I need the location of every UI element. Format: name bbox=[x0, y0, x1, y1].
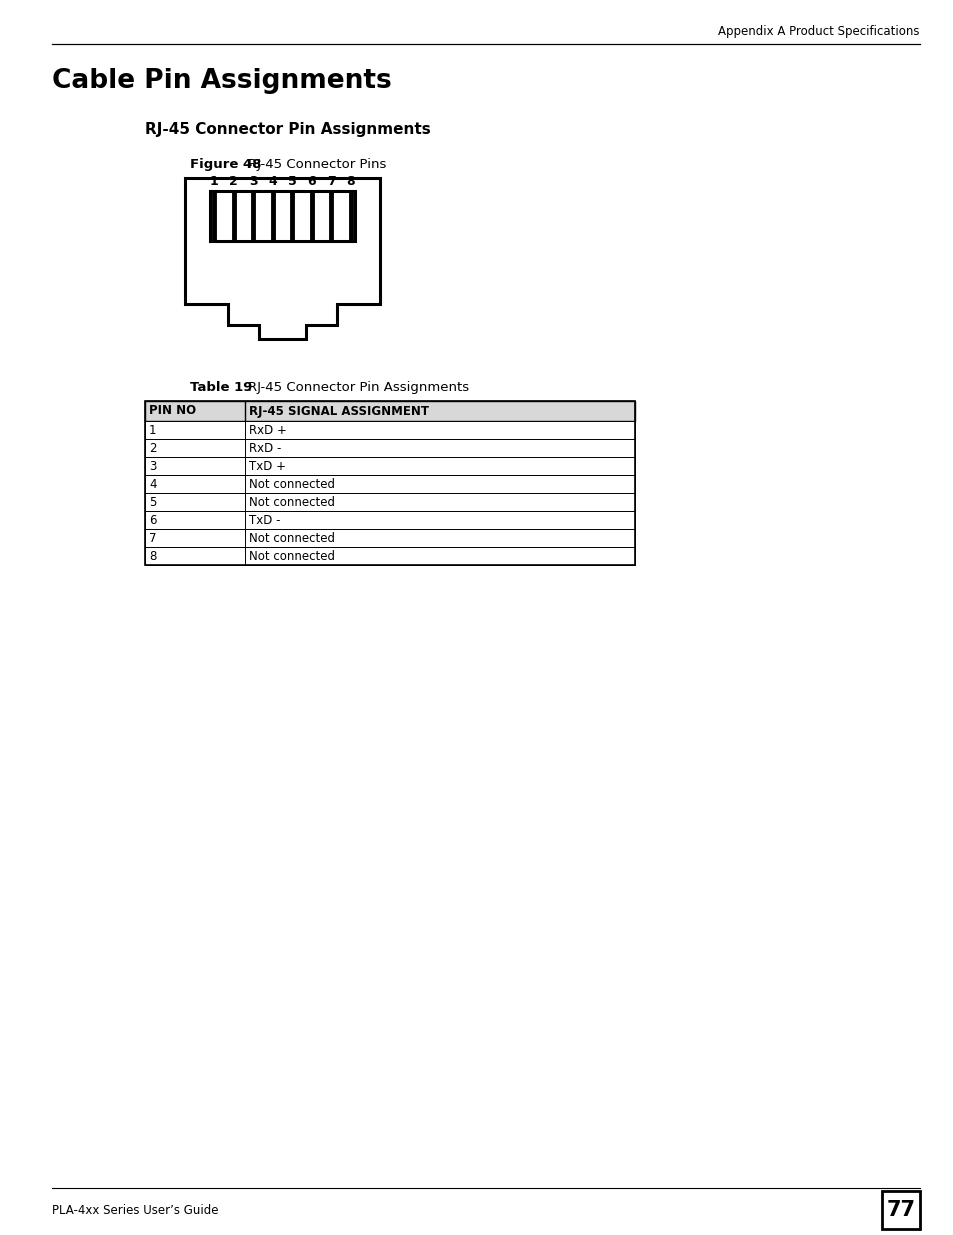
Text: Not connected: Not connected bbox=[249, 550, 335, 562]
Bar bbox=[145, 529, 635, 547]
Text: 7: 7 bbox=[327, 175, 335, 188]
Bar bbox=[145, 475, 635, 493]
Text: 3: 3 bbox=[149, 459, 156, 473]
Text: 5: 5 bbox=[149, 495, 156, 509]
Text: TxD +: TxD + bbox=[249, 459, 286, 473]
Bar bbox=[145, 401, 635, 564]
Bar bbox=[145, 493, 635, 511]
Text: Not connected: Not connected bbox=[249, 495, 335, 509]
Text: 5: 5 bbox=[288, 175, 296, 188]
Text: 3: 3 bbox=[249, 175, 257, 188]
Bar bbox=[145, 401, 635, 421]
Text: 2: 2 bbox=[149, 441, 156, 454]
Text: Figure 48: Figure 48 bbox=[190, 158, 261, 170]
Bar bbox=[145, 547, 635, 564]
Text: Cable Pin Assignments: Cable Pin Assignments bbox=[52, 68, 392, 94]
Text: RxD +: RxD + bbox=[249, 424, 287, 436]
Bar bbox=[145, 511, 635, 529]
Text: PIN NO: PIN NO bbox=[149, 405, 196, 417]
Text: Not connected: Not connected bbox=[249, 478, 335, 490]
Text: 1: 1 bbox=[149, 424, 156, 436]
Text: PLA-4xx Series User’s Guide: PLA-4xx Series User’s Guide bbox=[52, 1203, 218, 1216]
Bar bbox=[145, 457, 635, 475]
Text: 2: 2 bbox=[230, 175, 238, 188]
Text: 8: 8 bbox=[149, 550, 156, 562]
Text: TxD -: TxD - bbox=[249, 514, 280, 526]
Text: RJ-45 SIGNAL ASSIGNMENT: RJ-45 SIGNAL ASSIGNMENT bbox=[249, 405, 429, 417]
Text: Table 19: Table 19 bbox=[190, 382, 253, 394]
Text: 6: 6 bbox=[307, 175, 315, 188]
Text: 4: 4 bbox=[268, 175, 277, 188]
Bar bbox=[145, 421, 635, 438]
Text: 6: 6 bbox=[149, 514, 156, 526]
Text: RJ-45 Connector Pin Assignments: RJ-45 Connector Pin Assignments bbox=[145, 122, 431, 137]
Text: 7: 7 bbox=[149, 531, 156, 545]
Text: Appendix A Product Specifications: Appendix A Product Specifications bbox=[718, 25, 919, 38]
Text: 1: 1 bbox=[210, 175, 218, 188]
Text: Not connected: Not connected bbox=[249, 531, 335, 545]
Text: 4: 4 bbox=[149, 478, 156, 490]
Text: 8: 8 bbox=[346, 175, 355, 188]
Bar bbox=[882, 1191, 919, 1229]
Bar bbox=[210, 191, 355, 241]
Text: RJ-45 Connector Pins: RJ-45 Connector Pins bbox=[248, 158, 386, 170]
Text: RxD -: RxD - bbox=[249, 441, 281, 454]
Text: 77: 77 bbox=[885, 1200, 915, 1220]
Bar bbox=[145, 438, 635, 457]
Text: RJ-45 Connector Pin Assignments: RJ-45 Connector Pin Assignments bbox=[248, 382, 469, 394]
